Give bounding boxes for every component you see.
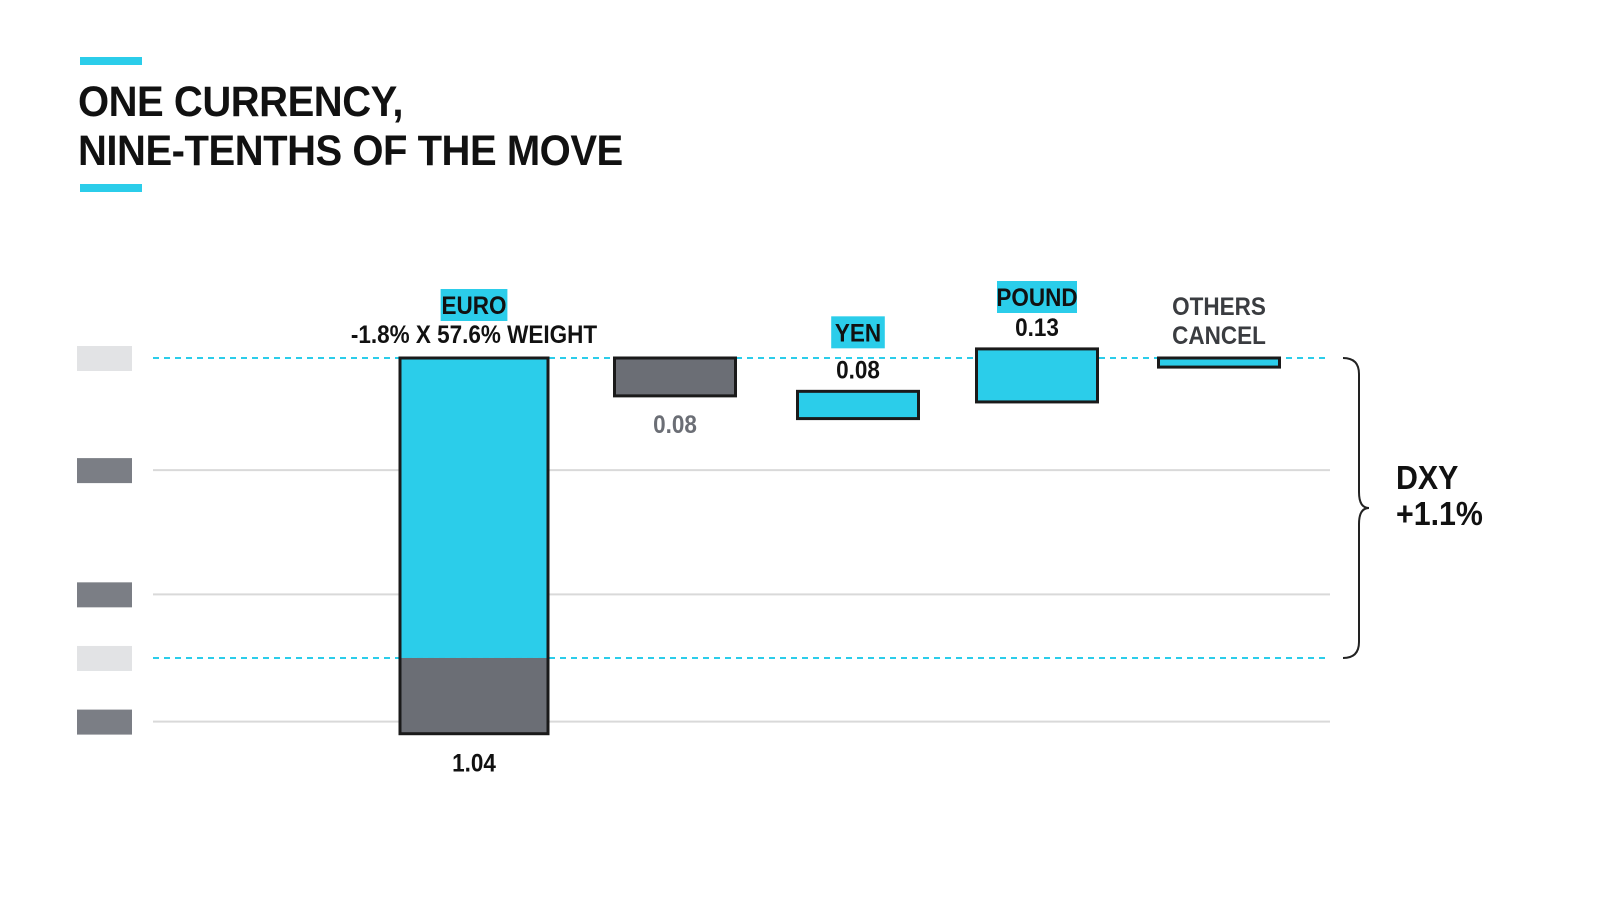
bar-value-yen: 0.08 <box>836 356 880 384</box>
axis-swatch-4 <box>77 645 132 671</box>
bar-label-euro: EURO <box>442 292 507 320</box>
bar-value-pound: 0.13 <box>1015 314 1059 342</box>
bar-label-pound-badge <box>997 281 1077 313</box>
total-label-line-2: +1.1% <box>1396 495 1483 532</box>
chart-title-line-2: NINE-TENTHS OF THE MOVE <box>78 127 623 175</box>
bar-unlabeled <box>613 356 737 398</box>
total-bracket <box>1342 357 1370 659</box>
total-label-line-1: DXY <box>1396 459 1458 496</box>
title-accent-bar-bottom <box>80 184 142 192</box>
bar-value-euro: 1.04 <box>452 750 497 778</box>
bar-euro-outline <box>398 356 550 736</box>
bar-yen <box>796 389 920 421</box>
chart-title-line-1: ONE CURRENCY, <box>78 78 404 126</box>
axis-swatch-5 <box>77 709 132 735</box>
bar-others <box>1157 356 1281 369</box>
axis-swatch-3 <box>77 582 132 608</box>
bar-label-euro-badge <box>440 289 508 321</box>
bar-pound <box>975 347 1099 404</box>
bar-label-others-line-2: CANCEL <box>1172 322 1266 350</box>
bar-label-pound: POUND <box>996 284 1077 312</box>
bar-euro-overshoot <box>400 657 548 734</box>
axis-swatch-2 <box>77 458 132 484</box>
bar-label-yen: YEN <box>835 319 881 347</box>
bar-label-yen-badge <box>831 316 885 349</box>
bar-value-unlabeled: 0.08 <box>653 411 697 439</box>
axis-swatch-1 <box>77 346 132 371</box>
bar-euro <box>400 358 548 658</box>
chart-title: ONE CURRENCY, NINE-TENTHS OF THE MOVE <box>78 78 623 176</box>
bar-label-others-line-1: OTHERS <box>1172 293 1266 321</box>
bar-formula-euro: -1.8% X 57.6% WEIGHT <box>351 321 598 349</box>
title-accent-bar-top <box>80 57 142 65</box>
